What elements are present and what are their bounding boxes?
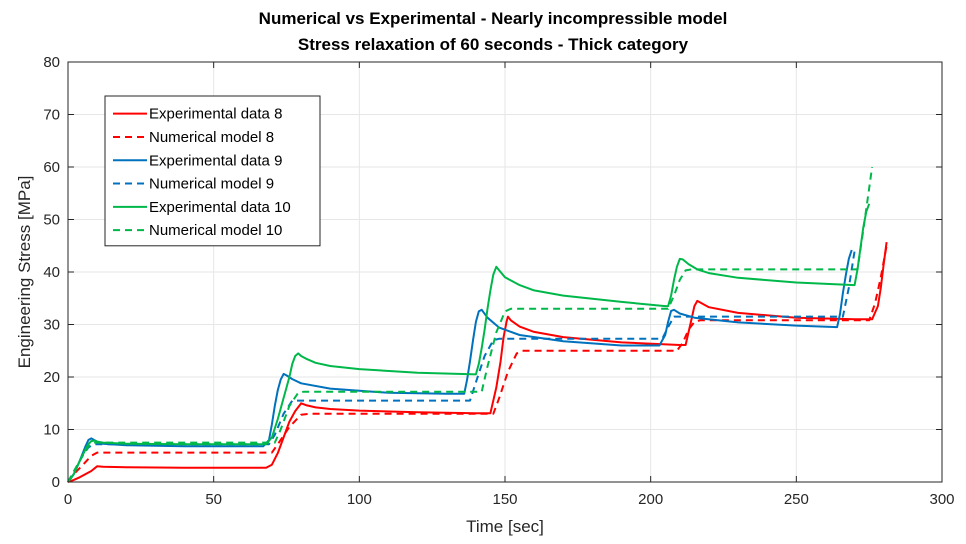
x-tick-label: 300 (929, 491, 954, 508)
y-axis-label: Engineering Stress [MPa] (15, 176, 34, 369)
x-tick-label: 150 (492, 491, 517, 508)
legend-entry-3: Experimental data 9 (149, 152, 282, 169)
x-tick-label: 0 (64, 491, 72, 508)
legend-entry-4: Numerical model 9 (149, 176, 274, 193)
x-tick-label: 250 (784, 491, 809, 508)
x-tick-label: 100 (347, 491, 372, 508)
legend-entry-6: Numerical model 10 (149, 222, 282, 239)
ticks: 0 50 100 150 200 250 300 0 10 20 30 40 50 60 70 80 (43, 54, 954, 508)
series-line-6 (67, 166, 874, 483)
y-tick-label: 60 (43, 159, 60, 176)
chart-title: Numerical vs Experimental - Nearly incom… (259, 9, 728, 28)
series-line-2 (67, 245, 888, 483)
y-tick-label: 50 (43, 212, 60, 229)
x-tick-label: 200 (638, 491, 663, 508)
y-tick-label: 30 (43, 317, 60, 334)
y-tick-label: 70 (43, 107, 60, 124)
y-tick-label: 80 (43, 54, 60, 71)
y-tick-label: 10 (43, 422, 60, 439)
y-tick-label: 20 (43, 369, 60, 386)
legend-entry-5: Experimental data 10 (149, 199, 291, 216)
series-line-3 (67, 249, 853, 483)
y-tick-label: 0 (52, 474, 60, 491)
series-layer (67, 166, 888, 483)
legend: Experimental data 8 Numerical model 8 Expe… (104, 95, 321, 247)
x-tick-label: 50 (205, 491, 222, 508)
series-line-4 (67, 250, 856, 483)
x-axis-label: Time [sec] (466, 517, 544, 536)
legend-box (104, 95, 321, 247)
y-tick-label: 40 (43, 264, 60, 281)
series-line-1 (67, 241, 888, 483)
chart-subtitle: Stress relaxation of 60 seconds - Thick … (298, 35, 689, 54)
series-line-5 (67, 203, 871, 483)
legend-entry-2: Numerical model 8 (149, 129, 274, 146)
legend-entry-1: Experimental data 8 (149, 106, 282, 123)
